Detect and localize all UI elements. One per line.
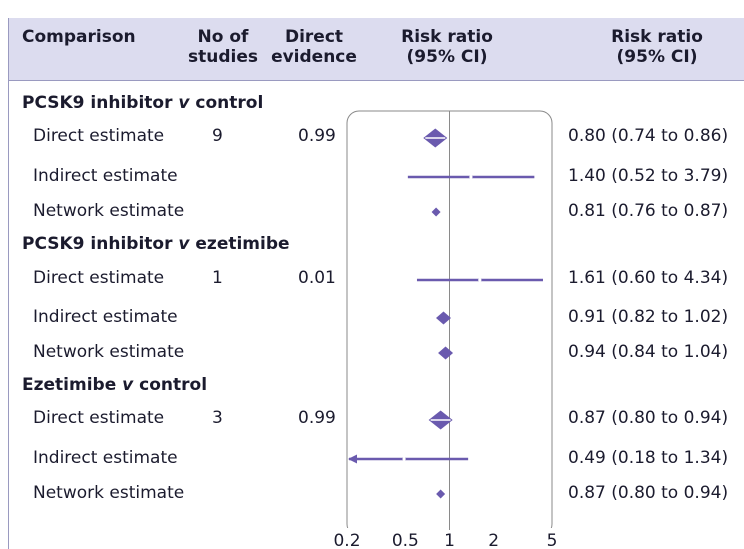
row-label: Indirect estimate: [33, 166, 178, 186]
header-text-risk-ratio-line1: Risk ratio: [611, 27, 703, 47]
point-estimate-dot: [469, 175, 473, 179]
row-ci-text: 0.49 (0.18 to 1.34): [568, 448, 729, 468]
header-plot-risk-ratio-line2: (95% CI): [406, 47, 488, 67]
row-studies: 9: [212, 126, 223, 146]
row-label: Direct estimate: [33, 268, 165, 288]
group-title-v: v: [122, 375, 134, 395]
group-title-ezetimibe-vs-control: Ezetimibe v control: [22, 375, 207, 395]
header-direct-evidence-line2: evidence: [271, 47, 357, 67]
row-studies: 3: [212, 408, 223, 428]
header-direct-evidence: Direct evidence: [262, 27, 366, 67]
group-title-v: v: [178, 234, 190, 254]
point-estimate-diamond: [435, 311, 451, 325]
row-label: Indirect estimate: [33, 307, 178, 327]
row-ci-text: 1.61 (0.60 to 4.34): [568, 268, 729, 288]
header-plot-risk-ratio-line1: Risk ratio: [401, 27, 493, 47]
group-title-part: PCSK9 inhibitor: [22, 234, 179, 254]
row-direct-evidence: 0.01: [298, 268, 336, 288]
group-title-part: control: [189, 93, 264, 113]
row-ci-text: 0.87 (0.80 to 0.94): [568, 483, 729, 503]
group-title-part: control: [133, 375, 208, 395]
row-direct-evidence: 0.99: [298, 126, 336, 146]
table-left-border: [8, 18, 9, 549]
row-label: Indirect estimate: [33, 448, 178, 468]
header-direct-evidence-line1: Direct: [284, 27, 344, 47]
group-title-part: Ezetimibe: [22, 375, 123, 395]
group-title-part: ezetimibe: [189, 234, 290, 254]
row-label: Network estimate: [33, 201, 185, 221]
row-ci-text: 0.91 (0.82 to 1.02): [568, 307, 729, 327]
row-direct-evidence: 0.99: [298, 408, 336, 428]
header-text-risk-ratio-line2: (95% CI): [616, 47, 698, 67]
row-label: Direct estimate: [33, 408, 165, 428]
header-plot-risk-ratio: Risk ratio (95% CI): [382, 27, 512, 67]
point-estimate-diamond: [431, 207, 441, 217]
row-label: Direct estimate: [33, 126, 165, 146]
header-text-risk-ratio: Risk ratio (95% CI): [592, 27, 722, 67]
header-no-of-studies: No of studies: [185, 27, 261, 67]
x-tick-label: 0.2: [333, 531, 360, 549]
x-tick-label: 2: [488, 531, 499, 549]
row-ci-text: 0.94 (0.84 to 1.04): [568, 342, 729, 362]
row-studies: 1: [212, 268, 223, 288]
row-label: Network estimate: [33, 342, 185, 362]
x-tick-label: 0.5: [392, 531, 419, 549]
point-estimate-diamond: [438, 346, 454, 360]
x-tick-label: 1: [444, 531, 455, 549]
header-no-of-studies-line2: studies: [188, 47, 258, 67]
x-tick-label: 5: [547, 531, 558, 549]
row-ci-text: 0.87 (0.80 to 0.94): [568, 408, 729, 428]
header-comparison: Comparison: [22, 27, 136, 47]
point-estimate-dot: [478, 278, 482, 282]
row-ci-text: 0.80 (0.74 to 0.86): [568, 126, 729, 146]
row-label: Network estimate: [33, 483, 185, 503]
row-ci-text: 0.81 (0.76 to 0.87): [568, 201, 729, 221]
row-ci-text: 1.40 (0.52 to 3.79): [568, 166, 729, 186]
header-no-of-studies-line1: No of: [197, 27, 249, 47]
group-title-v: v: [178, 93, 190, 113]
group-title-pcsk9-vs-control: PCSK9 inhibitor v control: [22, 93, 263, 113]
header-divider: [8, 80, 744, 81]
plot-frame-mask: [340, 528, 560, 549]
group-title-part: PCSK9 inhibitor: [22, 93, 179, 113]
table-header-background: [8, 18, 744, 80]
point-estimate-dot: [402, 457, 406, 461]
point-estimate-diamond: [436, 489, 446, 499]
ci-arrow-left: [348, 454, 357, 464]
group-title-pcsk9-vs-ezetimibe: PCSK9 inhibitor v ezetimibe: [22, 234, 290, 254]
